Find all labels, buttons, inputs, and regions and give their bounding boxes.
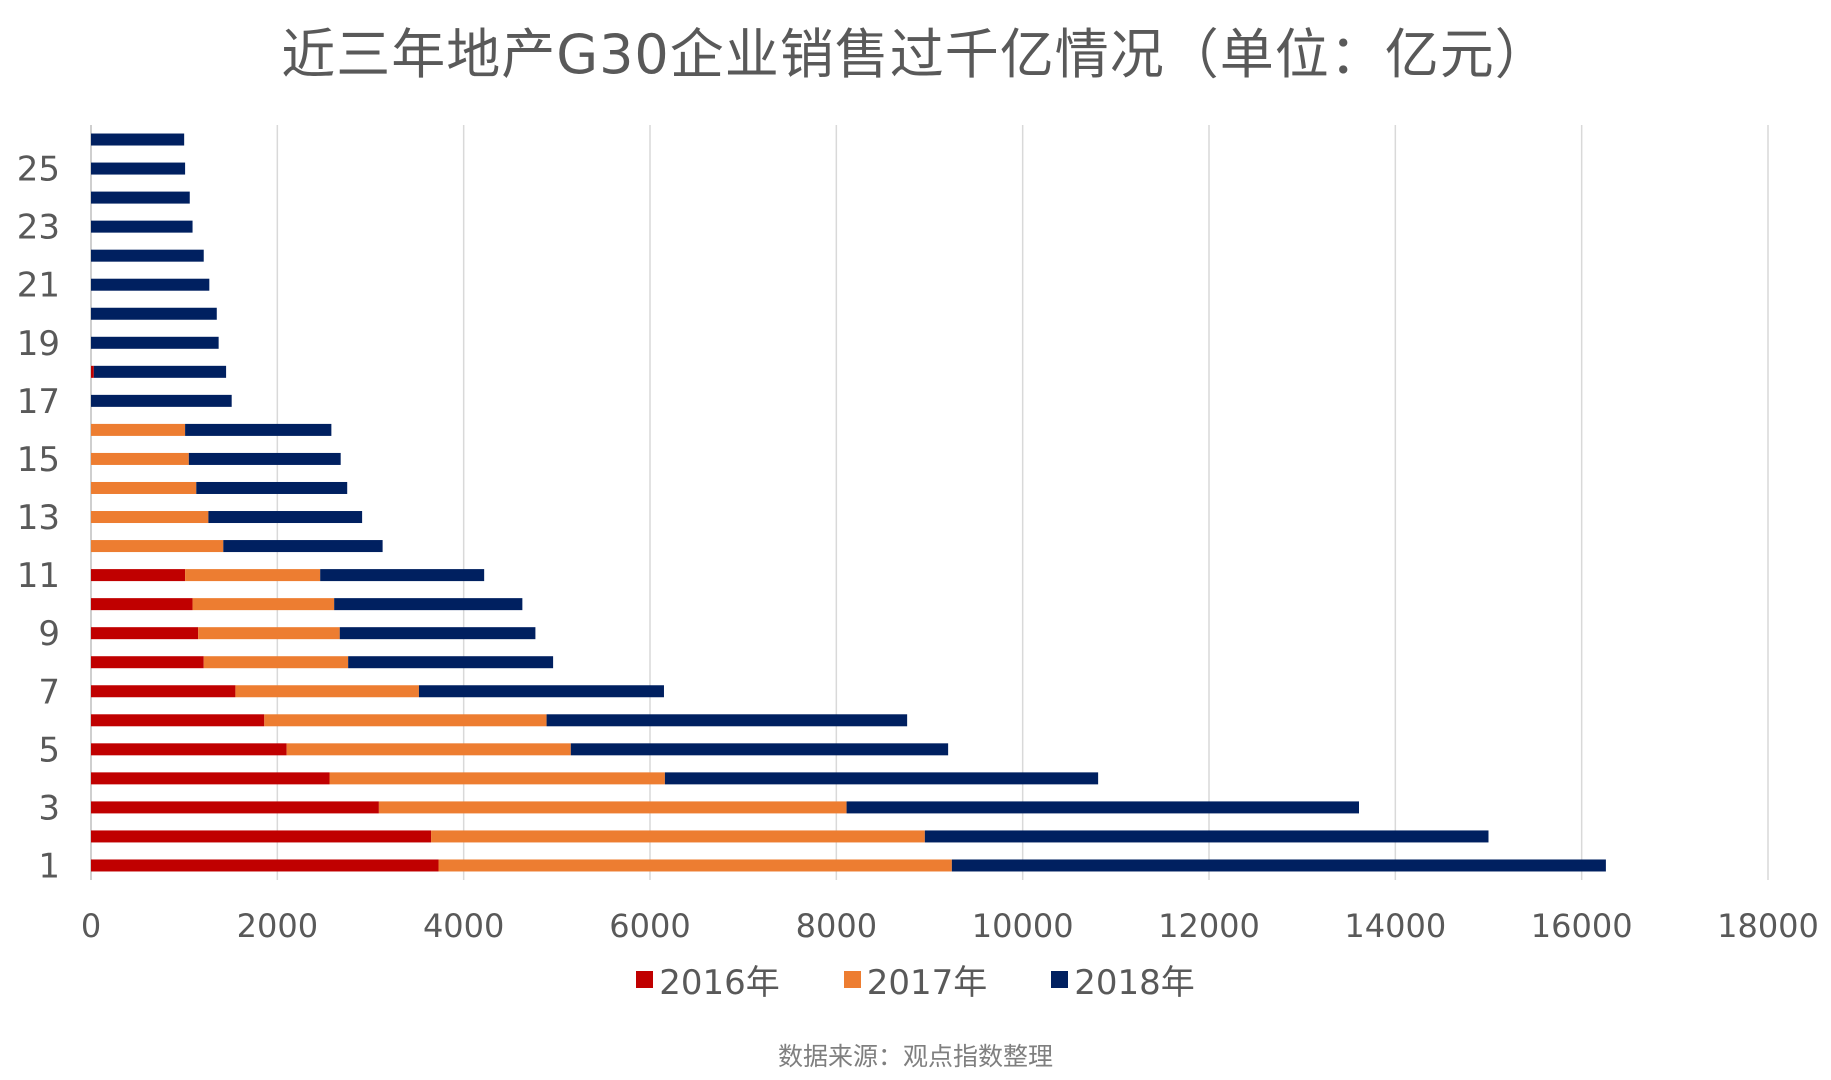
bar-segment (951, 859, 1606, 872)
x-axis-ticks: 0 2000 4000 6000 8000 10000 12000 14000 16000 180… (81, 907, 1819, 945)
y-tick-label: 9 (38, 614, 60, 654)
bar-segment (91, 801, 379, 814)
bar-segment (348, 656, 554, 669)
bar-segment (91, 830, 432, 843)
x-tick-label: 18000 (1717, 907, 1819, 945)
bar-segment (264, 714, 547, 727)
bar-segment (91, 365, 94, 378)
y-tick-label: 21 (17, 266, 60, 306)
bar-segment (185, 569, 321, 582)
bar-segment (418, 685, 664, 698)
bar-segment (91, 772, 330, 785)
legend-swatch (636, 971, 654, 988)
y-tick-label: 5 (38, 730, 60, 770)
chart-title: 近三年地产G30企业销售过千亿情况（单位：亿元） (281, 23, 1550, 86)
bar-segment (91, 481, 197, 494)
bar-segment (203, 656, 349, 669)
bar-segment (185, 423, 332, 436)
y-tick-label: 13 (17, 498, 60, 538)
bar-segment (339, 627, 536, 640)
bar-segment (91, 743, 287, 756)
legend-label: 2018年 (1074, 963, 1195, 1003)
bar-segment (91, 307, 217, 320)
y-tick-label: 25 (17, 150, 60, 190)
x-tick-label: 10000 (972, 907, 1074, 945)
bar-segment (93, 365, 227, 378)
bar-segment (91, 191, 190, 204)
x-tick-label: 8000 (796, 907, 877, 945)
bar-segment (334, 598, 523, 611)
bar-segment (91, 394, 232, 407)
x-tick-label: 12000 (1158, 907, 1260, 945)
y-tick-label: 23 (17, 208, 60, 248)
y-tick-label: 11 (17, 556, 60, 596)
bar-segment (329, 772, 665, 785)
bar-segment (223, 540, 383, 553)
bar-segment (91, 656, 204, 669)
x-tick-label: 2000 (237, 907, 318, 945)
x-tick-label: 14000 (1344, 907, 1446, 945)
bar-segment (91, 133, 185, 146)
source-note: 数据来源：观点指数整理 (777, 1042, 1053, 1071)
bar-segment (91, 336, 219, 349)
bar-segment (192, 598, 335, 611)
legend-label: 2016年 (659, 963, 780, 1003)
legend-item: 2017年 (843, 955, 988, 1004)
bar-segment (286, 743, 571, 756)
y-tick-label: 3 (38, 788, 60, 828)
bar-segment (198, 627, 340, 640)
y-tick-label: 17 (17, 382, 60, 422)
y-tick-label: 7 (38, 672, 60, 712)
bar-segment (91, 278, 210, 291)
x-tick-label: 16000 (1531, 907, 1633, 945)
x-tick-label: 0 (81, 907, 101, 945)
y-tick-label: 1 (38, 846, 60, 886)
x-tick-label: 4000 (423, 907, 504, 945)
y-tick-label: 19 (17, 324, 60, 364)
bar-segment (320, 569, 485, 582)
bar-segment (91, 249, 204, 262)
bar-segment (546, 714, 908, 727)
bar-segment (235, 685, 419, 698)
bar-segment (188, 452, 341, 465)
bar-segment (924, 830, 1489, 843)
bar-segment (378, 801, 847, 814)
bar-segment (91, 220, 193, 233)
bar-segment (91, 423, 186, 436)
x-tick-label: 6000 (609, 907, 690, 945)
bar-segment (570, 743, 949, 756)
bar-segment (208, 511, 363, 524)
bar-segment (91, 162, 186, 175)
y-tick-label: 15 (17, 440, 60, 480)
legend: 2016年 2017年 2018年 (0, 955, 1831, 1004)
gridlines (90, 125, 1769, 880)
bar-segment (91, 627, 199, 640)
legend-swatch (843, 971, 861, 988)
bar-segment (91, 859, 439, 872)
bar-segment (438, 859, 952, 872)
legend-item: 2016年 (636, 955, 780, 1004)
bar-segment (91, 569, 186, 582)
bar-segment (91, 598, 193, 611)
bar-segment (91, 685, 236, 698)
bar-segment (91, 511, 209, 524)
bar-segment (664, 772, 1099, 785)
legend-swatch (1051, 971, 1069, 988)
bar-segment (91, 540, 224, 553)
bar-segment (196, 481, 348, 494)
legend-label: 2017年 (866, 963, 988, 1003)
bar-segment (846, 801, 1359, 814)
bar-segment (91, 452, 189, 465)
legend-item: 2018年 (1051, 955, 1195, 1004)
bars (91, 133, 1606, 872)
bar-segment (91, 714, 265, 727)
bar-segment (431, 830, 925, 843)
